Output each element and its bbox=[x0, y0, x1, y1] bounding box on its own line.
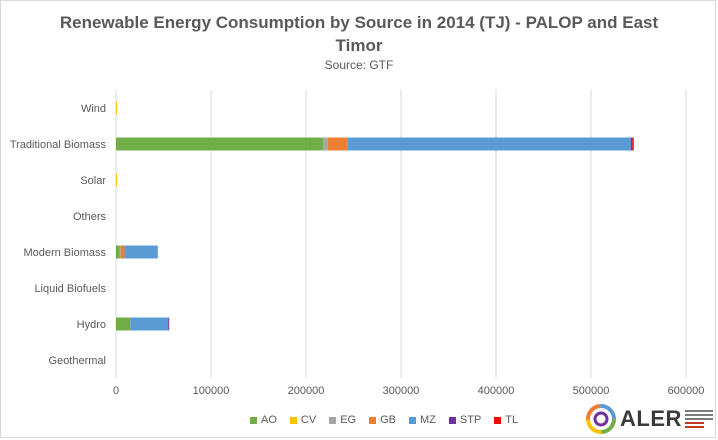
y-category-label: Others bbox=[73, 211, 107, 223]
y-category-label: Solar bbox=[80, 175, 106, 187]
bar-segment-ao bbox=[116, 245, 120, 259]
aler-logo-icon bbox=[586, 404, 616, 434]
bar-segment-stp bbox=[630, 137, 633, 151]
bar-segment-mz bbox=[130, 317, 169, 331]
legend-item: EG bbox=[329, 414, 356, 426]
legend-swatch bbox=[250, 416, 257, 424]
x-tick-label: 300000 bbox=[383, 385, 420, 397]
legend-swatch bbox=[494, 416, 502, 424]
x-tick-label: 100000 bbox=[193, 385, 230, 397]
legend-item: STP bbox=[448, 414, 482, 426]
aler-logo-tagline bbox=[684, 410, 713, 428]
legend-label: EG bbox=[340, 414, 357, 426]
chart-legend: AO CV EG GB MZ STP TL bbox=[250, 413, 531, 427]
bar-segment-stp bbox=[168, 317, 170, 331]
bar-segment-mz bbox=[347, 137, 631, 151]
legend-swatch bbox=[448, 416, 456, 424]
bar-segment-cv bbox=[116, 173, 117, 187]
aler-logo: ALER bbox=[586, 402, 714, 436]
legend-item: MZ bbox=[409, 414, 436, 426]
chart-subtitle: Source: GTF bbox=[324, 58, 394, 72]
legend-swatch bbox=[369, 416, 377, 424]
bar-segment-gb bbox=[120, 245, 125, 259]
legend-label: TL bbox=[505, 414, 519, 426]
x-tick-label: 600000 bbox=[668, 385, 705, 397]
y-category-label: Geothermal bbox=[49, 355, 106, 367]
bar-segment-cv bbox=[116, 101, 117, 115]
legend-item: AO bbox=[250, 414, 277, 426]
legend-swatch bbox=[289, 416, 297, 424]
legend-item: GB bbox=[369, 414, 396, 426]
x-tick-label: 400000 bbox=[478, 385, 515, 397]
chart-title-line-2: Timor bbox=[335, 36, 383, 55]
legend-label: AO bbox=[261, 414, 277, 426]
y-category-label: Liquid Biofuels bbox=[34, 283, 106, 295]
legend-label: CV bbox=[300, 414, 317, 426]
x-tick-label: 0 bbox=[113, 385, 119, 397]
aler-logo-text: ALER bbox=[620, 406, 682, 431]
bar-segment-eg bbox=[119, 245, 121, 259]
legend-label: GB bbox=[380, 414, 396, 426]
chart-title: Renewable Energy Consumption by Source i… bbox=[0, 11, 718, 57]
legend-label: MZ bbox=[420, 414, 436, 426]
x-tick-label: 200000 bbox=[288, 385, 325, 397]
bar-segment-tl bbox=[632, 137, 634, 151]
chart-title-line-1: Renewable Energy Consumption by Source i… bbox=[59, 13, 659, 32]
bar-segment-ao bbox=[116, 137, 324, 151]
legend-item: TL bbox=[494, 414, 518, 426]
y-category-label: Wind bbox=[81, 103, 106, 115]
legend-item: CV bbox=[289, 414, 317, 426]
x-tick-label: 500000 bbox=[573, 385, 610, 397]
bar-segment-eg bbox=[323, 137, 328, 151]
legend-swatch bbox=[329, 416, 337, 424]
bar-segment-gb bbox=[327, 137, 348, 151]
y-category-label: Traditional Biomass bbox=[10, 139, 107, 151]
y-category-label: Modern Biomass bbox=[23, 247, 106, 259]
legend-swatch bbox=[409, 416, 416, 424]
bar-segment-mz bbox=[124, 245, 158, 259]
legend-label: STP bbox=[459, 414, 482, 426]
bar-segment-ao bbox=[116, 317, 131, 331]
y-category-label: Hydro bbox=[77, 319, 106, 331]
